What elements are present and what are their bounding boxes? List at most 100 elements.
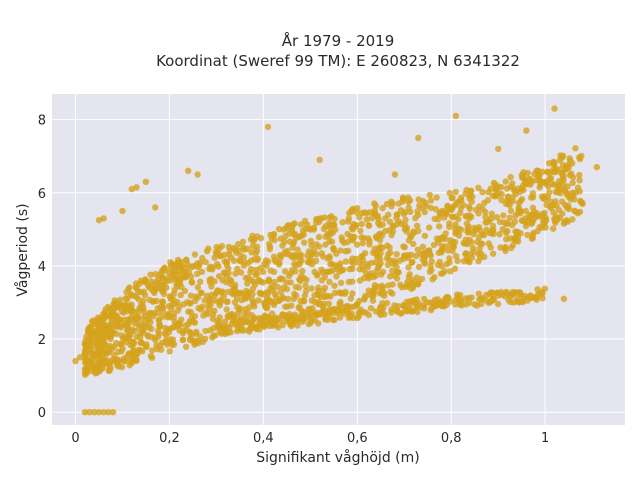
data-point [194, 270, 201, 277]
data-point [462, 295, 469, 302]
data-point [244, 280, 251, 287]
data-point [455, 225, 463, 232]
data-point [421, 295, 428, 303]
data-point [308, 297, 315, 304]
data-point [284, 303, 291, 310]
data-point [257, 290, 265, 297]
data-point [248, 249, 255, 256]
data-point [131, 320, 138, 327]
data-point [198, 289, 205, 297]
data-point [370, 292, 377, 299]
data-point [401, 244, 408, 251]
data-point [466, 205, 474, 212]
data-point [488, 215, 495, 222]
data-point [81, 409, 89, 416]
data-point [383, 299, 391, 307]
data-point [187, 292, 195, 299]
data-point [405, 204, 412, 211]
data-point [113, 323, 121, 330]
data-point [488, 210, 495, 217]
data-point [502, 243, 509, 251]
data-point [561, 219, 568, 226]
data-point [298, 232, 305, 239]
data-point [140, 288, 147, 295]
data-point [224, 288, 232, 296]
data-point [304, 221, 311, 228]
data-point [462, 250, 470, 257]
data-point [446, 259, 453, 266]
data-point [556, 157, 563, 164]
data-point [477, 240, 484, 247]
data-point [318, 266, 325, 273]
data-point [455, 216, 462, 223]
data-point [541, 285, 549, 292]
data-point [81, 340, 89, 347]
data-point [292, 283, 299, 291]
data-point [187, 308, 195, 316]
data-point [266, 240, 273, 248]
data-point [549, 180, 556, 188]
data-point [475, 290, 482, 297]
data-point [412, 252, 420, 260]
data-point [454, 257, 461, 265]
data-point [223, 261, 231, 269]
data-point [474, 225, 481, 233]
data-point [134, 349, 141, 356]
data-point [504, 194, 512, 201]
data-point [308, 242, 315, 249]
data-point [397, 207, 405, 214]
data-point [304, 252, 311, 259]
data-point [506, 214, 513, 221]
data-point [290, 313, 298, 320]
data-point [403, 228, 410, 235]
data-point [194, 171, 201, 178]
data-point [177, 276, 184, 283]
data-point [436, 223, 443, 230]
data-point [154, 309, 162, 317]
data-point [324, 230, 331, 238]
data-point [162, 331, 170, 339]
data-point [347, 295, 355, 302]
data-point [559, 175, 567, 182]
data-point [122, 295, 129, 302]
data-point [322, 241, 329, 248]
data-point [522, 222, 530, 230]
x-tick-label: 0,2 [159, 431, 180, 446]
data-point [493, 192, 501, 200]
data-point [208, 275, 215, 283]
data-point [250, 238, 257, 245]
data-point [279, 242, 286, 249]
data-point [144, 281, 152, 289]
data-point [278, 312, 286, 319]
data-point [202, 335, 209, 342]
data-point [197, 278, 204, 285]
data-point [391, 302, 398, 309]
data-point [349, 265, 356, 272]
data-point [528, 194, 535, 201]
data-point [301, 239, 308, 246]
data-point [113, 312, 121, 320]
data-point [522, 180, 529, 188]
data-point [196, 333, 204, 340]
data-point [394, 308, 401, 315]
data-point [159, 288, 166, 295]
data-point [386, 273, 394, 280]
data-point [321, 293, 328, 300]
data-point [541, 216, 548, 224]
data-point [528, 235, 536, 242]
data-point [260, 322, 267, 329]
data-point [382, 227, 389, 235]
data-point [316, 311, 324, 318]
data-point [209, 266, 216, 273]
data-point [448, 206, 455, 214]
data-point [281, 268, 289, 275]
data-point [509, 241, 517, 249]
data-point [449, 213, 456, 220]
data-point [132, 314, 140, 321]
data-point [177, 291, 184, 299]
data-point [92, 367, 99, 375]
data-point [557, 189, 564, 197]
data-point [165, 311, 172, 319]
data-point [388, 198, 395, 205]
data-point [452, 112, 460, 120]
